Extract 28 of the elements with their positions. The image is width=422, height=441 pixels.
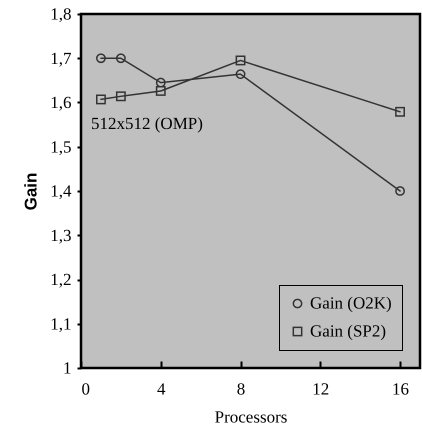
y-tick-label: 1,1 [50, 314, 72, 334]
point [96, 53, 106, 64]
point [236, 69, 246, 80]
y-tick-label: 1,8 [50, 4, 72, 24]
point [116, 53, 126, 64]
y-tick-label: 1,2 [50, 270, 72, 289]
y-tick-label: 1,7 [50, 48, 72, 68]
legend-label: Gain (SP2) [310, 322, 386, 340]
y-tick-label: 1,6 [50, 93, 72, 112]
y-axis-title: Gain [21, 172, 40, 210]
point [236, 56, 246, 66]
annotation: 512x512 (OMP) [91, 114, 203, 133]
y-tick-label: 1 [63, 358, 72, 378]
point [156, 86, 166, 96]
x-tick-label: 16 [392, 380, 410, 398]
x-tick-label: 8 [236, 380, 246, 398]
x-tick-label: 12 [312, 380, 330, 398]
x-tick-label: 4 [157, 380, 166, 398]
point [395, 106, 405, 117]
point [116, 91, 126, 102]
y-tick-label: 1,5 [50, 137, 72, 156]
x-tick-label: 0 [82, 380, 90, 398]
x-axis-title: Processors [214, 408, 288, 426]
y-tick-label: 1,4 [50, 182, 72, 200]
legend-label: Gain (O2K) [310, 294, 392, 312]
point [96, 94, 106, 104]
y-tick-label: 1,3 [50, 226, 72, 245]
point [395, 186, 405, 196]
